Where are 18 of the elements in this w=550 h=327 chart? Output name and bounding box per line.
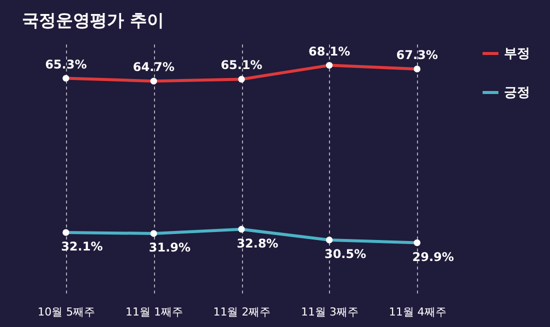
data-label: 29.9%	[412, 250, 454, 264]
x-tick-label: 11월 2째주	[213, 306, 271, 318]
legend-label: 긍정	[504, 86, 530, 100]
data-label: 64.7%	[132, 60, 175, 74]
data-label: 32.1%	[61, 240, 103, 254]
x-tick-label: 11월 4째주	[388, 306, 446, 318]
chart-title: 국정운영평가 추이	[22, 11, 164, 31]
legend-label: 부정	[504, 46, 530, 62]
data-label: 65.3%	[45, 57, 87, 72]
x-tick-label: 11월 1째주	[125, 306, 183, 318]
data-label: 68.1%	[308, 44, 350, 58]
data-label: 65.1%	[220, 58, 262, 72]
data-label: 32.8%	[236, 236, 278, 250]
x-tick-label: 10월 5째주	[38, 306, 96, 318]
x-tick-label: 11월 3째주	[301, 306, 359, 318]
data-label: 31.9%	[148, 240, 191, 254]
data-label: 30.5%	[324, 246, 366, 261]
data-label: 67.3%	[396, 48, 438, 62]
